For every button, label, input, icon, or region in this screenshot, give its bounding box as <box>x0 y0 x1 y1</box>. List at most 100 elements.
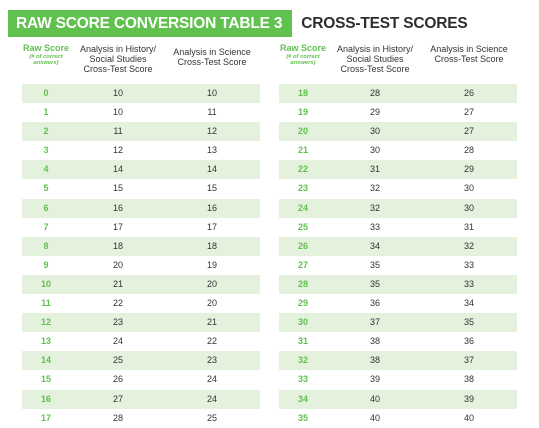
table-row: 23 32 30 <box>279 179 517 198</box>
history-score-cell: 14 <box>112 164 123 175</box>
science-score-cell: 16 <box>206 202 217 213</box>
table-row: 21 30 28 <box>279 141 517 160</box>
science-score-cell: 11 <box>207 107 217 118</box>
table-row: 6 16 16 <box>22 198 260 218</box>
history-score-cell: 29 <box>369 107 380 118</box>
history-score-cell: 38 <box>369 336 380 347</box>
history-score-cell: 40 <box>369 412 380 423</box>
table-row: 18 28 26 <box>279 84 517 104</box>
conversion-table-left: Raw Score (# of correct answers) Analysi… <box>22 43 260 428</box>
science-score-cell: 23 <box>206 355 217 366</box>
history-score-cell: 40 <box>369 393 380 404</box>
science-score-cell: 14 <box>206 164 217 175</box>
history-score-cell: 30 <box>369 145 380 156</box>
history-score-cell: 20 <box>112 259 123 270</box>
science-score-cell: 38 <box>463 374 474 385</box>
table-row: 2 11 12 <box>22 122 260 142</box>
table-row: 4 14 14 <box>22 160 260 180</box>
science-score-cell: 33 <box>463 259 474 270</box>
science-score-cell: 17 <box>206 221 217 232</box>
table-row: 8 18 18 <box>22 236 260 256</box>
raw-score-cell: 29 <box>297 298 308 309</box>
raw-score-cell: 28 <box>297 278 308 289</box>
raw-score-header-note: (# of correct answers) <box>29 53 63 67</box>
raw-score-header-label: Raw Score <box>22 43 70 53</box>
table-subtitle: CROSS-TEST SCORES <box>301 15 468 32</box>
raw-score-cell: 6 <box>43 202 49 213</box>
table-row: 25 33 31 <box>279 218 517 237</box>
raw-score-cell: 35 <box>297 412 308 423</box>
science-column-header: Analysis in Science Cross-Test Score <box>430 44 508 64</box>
table-row: 13 24 22 <box>22 332 260 351</box>
raw-score-cell: 13 <box>40 336 51 347</box>
science-score-cell: 24 <box>206 393 217 404</box>
raw-score-cell: 32 <box>297 355 308 366</box>
raw-score-header-note: (# of correct answers) <box>286 53 320 67</box>
table-row: 11 22 20 <box>22 294 260 313</box>
table-row: 5 15 15 <box>22 179 260 198</box>
science-score-cell: 30 <box>463 183 474 194</box>
science-score-cell: 22 <box>206 336 217 347</box>
history-score-cell: 27 <box>112 393 123 404</box>
table-row: 3 12 13 <box>22 141 260 160</box>
science-column-header: Analysis in Science Cross-Test Score <box>173 47 251 67</box>
raw-score-cell: 20 <box>297 126 308 137</box>
science-score-cell: 25 <box>206 412 217 423</box>
science-score-cell: 26 <box>463 88 474 98</box>
science-score-cell: 34 <box>463 298 474 309</box>
raw-score-cell: 27 <box>297 259 308 270</box>
history-score-cell: 10 <box>112 88 123 98</box>
history-score-cell: 28 <box>369 88 380 98</box>
table-body: 18 28 26 19 29 27 20 30 27 21 30 28 22 31 29 23 32 30 24 32… <box>279 84 517 428</box>
history-column-header: Analysis in History/ Social Studies Cros… <box>79 44 157 74</box>
science-score-cell: 27 <box>463 126 474 137</box>
raw-score-cell: 3 <box>43 145 49 156</box>
table-row: 19 29 27 <box>279 103 517 122</box>
raw-score-cell: 24 <box>297 202 308 213</box>
raw-score-cell: 11 <box>41 298 51 309</box>
table-row: 10 21 20 <box>22 274 260 295</box>
history-score-cell: 10 <box>112 107 123 118</box>
science-score-cell: 33 <box>463 278 474 289</box>
table-body: 0 10 10 1 10 11 2 11 12 3 12 13 4 14 14 5 15 15 6 16 16 7 17 17… <box>22 84 260 428</box>
table-row: 7 17 17 <box>22 218 260 237</box>
conversion-table-right: Raw Score (# of correct answers) Analysi… <box>279 43 517 428</box>
science-score-cell: 20 <box>206 278 217 289</box>
table-row: 34 40 39 <box>279 389 517 409</box>
raw-score-cell: 1 <box>43 107 49 118</box>
raw-score-cell: 5 <box>43 183 49 194</box>
history-score-cell: 37 <box>369 317 380 328</box>
science-score-cell: 28 <box>463 145 474 156</box>
table-row: 31 38 36 <box>279 332 517 351</box>
raw-score-header: Raw Score (# of correct answers) <box>22 43 70 67</box>
raw-score-cell: 22 <box>297 164 308 175</box>
history-score-cell: 23 <box>112 317 123 328</box>
science-score-cell: 35 <box>463 317 474 328</box>
raw-score-cell: 26 <box>297 240 308 251</box>
raw-score-cell: 7 <box>43 221 49 232</box>
raw-score-cell: 18 <box>297 88 308 98</box>
science-score-cell: 21 <box>206 317 217 328</box>
table-row: 22 31 29 <box>279 160 517 180</box>
raw-score-cell: 8 <box>43 240 49 251</box>
table-row: 30 37 35 <box>279 313 517 333</box>
table-row: 14 25 23 <box>22 351 260 371</box>
science-score-cell: 30 <box>463 202 474 213</box>
science-score-cell: 29 <box>463 164 474 175</box>
table-row: 26 34 32 <box>279 236 517 256</box>
table-row: 15 26 24 <box>22 370 260 389</box>
history-score-cell: 32 <box>369 183 380 194</box>
history-score-cell: 21 <box>112 278 123 289</box>
history-score-cell: 28 <box>112 412 123 423</box>
table-title: RAW SCORE CONVERSION TABLE 3 <box>8 10 293 37</box>
raw-score-cell: 25 <box>297 221 308 232</box>
table-row: 27 35 33 <box>279 256 517 275</box>
science-score-cell: 15 <box>206 183 217 194</box>
history-score-cell: 12 <box>112 145 123 156</box>
table-row: 12 23 21 <box>22 313 260 333</box>
table-row: 29 36 34 <box>279 294 517 313</box>
history-score-cell: 15 <box>112 183 123 194</box>
raw-score-cell: 30 <box>297 317 308 328</box>
raw-score-cell: 2 <box>43 126 49 137</box>
table-row: 28 35 33 <box>279 274 517 295</box>
